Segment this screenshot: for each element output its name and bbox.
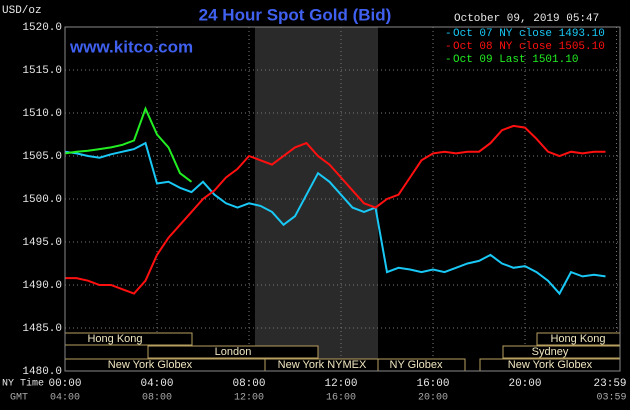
y-tick-label: 1485.0 xyxy=(22,323,62,335)
website: www.kitco.com xyxy=(69,37,193,56)
x2-tick-label: 03:59 xyxy=(597,393,627,404)
x-tick-label: 20:00 xyxy=(508,378,541,390)
x-tick-label: 16:00 xyxy=(416,378,449,390)
legend-label: Oct 07 NY close 1493.10 xyxy=(453,28,605,40)
series-line xyxy=(64,141,606,296)
legend-label: Oct 09 Last 1501.10 xyxy=(453,54,578,66)
session-box xyxy=(147,345,319,359)
session-label: Hong Kong xyxy=(550,333,605,345)
x2-axis-label: GMT xyxy=(10,393,28,404)
x2-tick-label: 04:00 xyxy=(50,393,80,404)
series-line xyxy=(65,124,606,295)
session-label: London xyxy=(215,346,252,358)
session-label: Sydney xyxy=(532,346,569,358)
x2-tick-label: 20:00 xyxy=(418,393,448,404)
legend-label: Oct 08 NY close 1505.10 xyxy=(453,41,605,53)
y-tick-label: 1520.0 xyxy=(22,22,62,34)
y-tick-label: 1510.0 xyxy=(22,108,62,120)
x2-tick-label: 16:00 xyxy=(326,393,356,404)
timestamp: October 09, 2019 05:47 xyxy=(454,13,599,25)
series-line xyxy=(64,106,193,183)
y-tick-label: 1480.0 xyxy=(22,366,62,378)
session-label: NY Globex xyxy=(390,359,443,371)
session-label: New York Globex xyxy=(108,359,193,371)
y-tick-label: 1490.0 xyxy=(22,280,62,292)
y-axis-label: USD/oz xyxy=(2,5,42,17)
x-tick-label: 00:00 xyxy=(48,378,81,390)
legend-marker: - xyxy=(445,41,452,53)
y-tick-label: 1505.0 xyxy=(22,151,62,163)
x-tick-label: 08:00 xyxy=(232,378,265,390)
session-label: New York NYMEX xyxy=(278,359,367,371)
legend-marker: - xyxy=(445,28,452,40)
x2-tick-label: 12:00 xyxy=(234,393,264,404)
legend-marker: - xyxy=(445,54,452,66)
x2-tick-label: 08:00 xyxy=(142,393,172,404)
y-tick-label: 1500.0 xyxy=(22,194,62,206)
x-tick-label: 12:00 xyxy=(324,378,357,390)
session-label: New York Globex xyxy=(508,359,593,371)
x-axis-label: NY Time xyxy=(2,378,44,390)
y-tick-label: 1495.0 xyxy=(22,237,62,249)
plot-frame xyxy=(64,26,621,372)
x-tick-label: 23:59 xyxy=(594,378,627,390)
y-tick-label: 1515.0 xyxy=(22,65,62,77)
chart-title: 24 Hour Spot Gold (Bid) xyxy=(199,5,392,24)
sessions: Hong Kong London New York Globex New Yor… xyxy=(64,332,621,372)
session-label: Hong Kong xyxy=(87,333,142,345)
x-tick-label: 04:00 xyxy=(140,378,173,390)
